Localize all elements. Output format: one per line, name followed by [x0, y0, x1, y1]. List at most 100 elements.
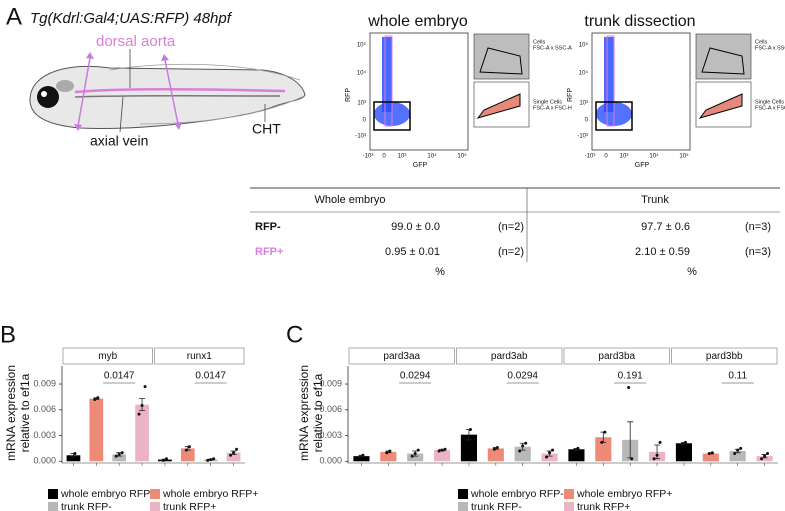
data-point: [229, 453, 233, 457]
embryo-label: dorsal aorta: [96, 33, 176, 50]
flow-y-tick: 10⁵: [579, 42, 589, 49]
data-point: [733, 452, 737, 456]
table-cell: 2.10 ± 0.59: [635, 246, 690, 258]
data-point: [492, 447, 496, 451]
flow-gate: [384, 35, 393, 127]
row-label: RFP+: [255, 246, 283, 258]
data-point: [739, 446, 743, 450]
y-tick-label: 0.000: [319, 456, 342, 466]
table-header: Trunk: [641, 194, 669, 206]
p-value: 0.0147: [195, 371, 226, 382]
data-point: [760, 457, 764, 461]
legend-label: whole embryo RFP+: [576, 488, 672, 500]
data-point: [443, 447, 447, 451]
data-point: [763, 454, 767, 458]
table-cell: 0.95 ± 0.01: [385, 246, 440, 258]
gate-axes: FSC-A x SSC-A: [533, 45, 572, 51]
legend-swatch: [48, 489, 58, 499]
data-point: [209, 458, 213, 462]
bar: [675, 443, 692, 462]
bar: [226, 452, 241, 462]
bar: [353, 456, 370, 462]
facet-label: runx1: [187, 351, 212, 362]
bar: [702, 453, 719, 462]
data-point: [652, 457, 656, 461]
table-cell: (n=2): [498, 246, 524, 258]
data-point: [206, 458, 210, 462]
data-point: [212, 457, 216, 461]
y-axis-label: mRNA expression: [4, 365, 18, 461]
flow-gate: [373, 101, 411, 131]
table-cell: (n=3): [745, 221, 771, 233]
flow-x-tick: 10³: [620, 154, 629, 160]
y-tick-label: 0.003: [33, 430, 56, 440]
facet-strip: [154, 347, 245, 365]
facet-label: pard3ba: [598, 351, 635, 362]
flow-x-tick: 10⁴: [427, 153, 437, 160]
table-cell: (n=3): [745, 246, 771, 258]
data-point: [93, 397, 97, 401]
table-header: Whole embryo: [315, 194, 386, 206]
data-point: [73, 452, 77, 456]
gate-title: Cells: [755, 39, 767, 45]
data-point: [117, 452, 121, 456]
data-point: [766, 452, 770, 456]
bar: [66, 455, 81, 462]
row-label: RFP-: [255, 221, 281, 233]
gate-title: Cells: [533, 39, 545, 45]
legend-label: whole embryo RFP+: [162, 488, 258, 500]
data-point: [143, 385, 147, 389]
data-point: [468, 428, 472, 432]
data-point: [465, 438, 469, 442]
data-point: [658, 440, 662, 444]
facet-label: pard3ab: [491, 351, 528, 362]
legend-swatch: [150, 502, 160, 511]
data-point: [736, 448, 740, 452]
flow-gate: [606, 35, 615, 127]
flow-y-tick: 10⁴: [579, 70, 589, 77]
data-point: [161, 458, 165, 462]
table-cell: (n=2): [498, 221, 524, 233]
gate-axes: FSC-A x FSC-H: [533, 105, 572, 111]
flow-x-tick: 0: [382, 154, 386, 160]
gate-outline: [701, 47, 745, 75]
legend-label: trunk RFP+: [577, 501, 630, 511]
flow-title: trunk dissection: [584, 13, 695, 30]
data-point: [413, 452, 417, 456]
data-point: [545, 455, 549, 459]
legend-label: trunk RFP-: [61, 501, 112, 511]
embryo-label: CHT: [252, 121, 281, 137]
data-point: [388, 449, 392, 453]
data-point: [710, 451, 714, 455]
legend-swatch: [48, 502, 58, 511]
bar: [487, 448, 504, 462]
data-point: [232, 451, 236, 455]
flow-y-tick: 10⁵: [357, 42, 367, 49]
data-point: [683, 440, 687, 444]
flow-population: [604, 37, 614, 112]
legend-swatch: [458, 489, 468, 499]
data-point: [440, 448, 444, 452]
y-tick-label: 0.009: [33, 378, 56, 388]
table-cell: 97.7 ± 0.6: [641, 221, 690, 233]
data-point: [416, 448, 420, 452]
data-point: [495, 446, 499, 450]
legend-label: whole embryo RFP-: [470, 488, 564, 500]
bar: [135, 404, 149, 462]
table-cell: 99.0 ± 0.0: [391, 221, 440, 233]
data-point: [114, 454, 118, 458]
data-point: [518, 449, 522, 453]
flow-y-tick: 0: [585, 118, 589, 124]
gate-axes: FSC-A x FSC-H: [755, 105, 785, 111]
flow-x-tick: 10⁵: [679, 153, 689, 160]
y-tick-label: 0.006: [319, 404, 342, 414]
legend-label: whole embryo RFP-: [60, 488, 154, 500]
embryo-label: axial vein: [90, 133, 148, 149]
y-tick-label: 0.000: [33, 456, 56, 466]
data-point: [603, 430, 607, 434]
flow-y-tick: 10³: [357, 101, 366, 107]
gate-outline: [479, 47, 523, 75]
flow-x-tick: 10⁴: [649, 153, 659, 160]
p-value: 0.191: [618, 371, 643, 382]
